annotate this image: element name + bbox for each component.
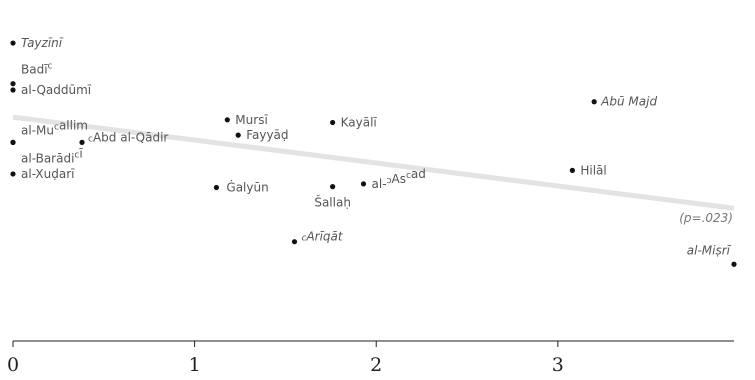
point-label: Mursī [235, 113, 268, 127]
point-label: Kayālī [341, 116, 378, 130]
point-label: cAbd al-Qādir [88, 130, 168, 144]
data-point [731, 261, 737, 267]
point-label: cArīqāt [301, 230, 343, 244]
data-point [10, 171, 16, 177]
data-point [79, 139, 85, 145]
data-point [10, 40, 16, 46]
data-point [10, 81, 16, 87]
data-point [330, 119, 336, 126]
x-axis-ticks: 0 1 2 3 [7, 341, 564, 376]
point-label: Ġalyūn [226, 179, 268, 195]
point-label: al-Xuḍarī [21, 167, 75, 181]
data-point [591, 99, 597, 105]
x-tick-label: 0 [7, 354, 19, 376]
point-label: al-Qaddūmī [21, 83, 92, 97]
data-point [224, 117, 230, 123]
x-tick-label: 2 [370, 354, 382, 376]
point-label: Abū Majd [600, 95, 657, 109]
point-label: al-Miṣrī [687, 243, 732, 257]
points-layer [10, 40, 737, 267]
x-tick-label: 1 [189, 354, 201, 376]
data-point [10, 139, 16, 145]
point-label: Tayzīnī [21, 36, 64, 50]
point-label: al-ɔAscad [372, 167, 426, 191]
data-point [360, 181, 367, 187]
point-label: Hilāl [580, 163, 606, 177]
point-label: al-Barādicī [21, 146, 83, 165]
data-point [569, 167, 575, 173]
point-label: Badīc [21, 62, 53, 77]
data-point [235, 132, 241, 138]
point-label: Fayyāḍ [246, 128, 288, 142]
data-point [291, 239, 298, 245]
point-label: al-Mucallim [21, 118, 88, 137]
point-labels: Tayzīnī Badīc al-Qaddūmī al-Mucallim al-Barā… [21, 36, 732, 257]
point-label: Šallaḥ [314, 195, 351, 210]
x-tick-label: 3 [552, 354, 564, 376]
p-value-annotation: (p=.023) [679, 211, 733, 225]
data-point [10, 87, 16, 93]
data-point [213, 184, 220, 191]
trend-line [12, 114, 735, 211]
data-point [330, 184, 336, 190]
